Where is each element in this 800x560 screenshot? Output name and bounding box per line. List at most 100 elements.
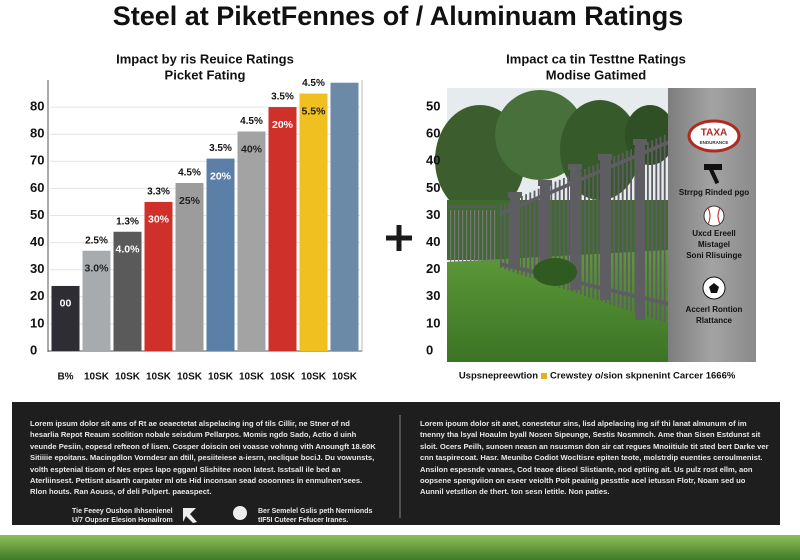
footer-panel bbox=[12, 402, 780, 525]
chart-subtitle: Picket Fating bbox=[165, 67, 246, 82]
x-tick-label: 10SK bbox=[177, 372, 203, 383]
x-tick-label: 10SK bbox=[115, 372, 141, 383]
bar bbox=[175, 182, 204, 351]
fence-picket bbox=[592, 165, 595, 299]
chart-subtitle: Impact by ris Reuice Ratings bbox=[116, 51, 294, 66]
bar-top-label: 4.5% bbox=[240, 116, 263, 127]
bar-inner-label: 30% bbox=[148, 214, 170, 226]
fence-picket bbox=[525, 194, 527, 277]
side-text: Rlattance bbox=[696, 316, 733, 325]
bar-inner-label: 5.5% bbox=[302, 105, 327, 117]
bar-inner-label: 25% bbox=[179, 195, 201, 207]
fence-picket bbox=[494, 210, 496, 262]
bar-top-label: 4.5% bbox=[178, 168, 201, 179]
grass bbox=[0, 535, 800, 560]
fence-picket bbox=[462, 210, 464, 262]
x-tick-label: 10SK bbox=[146, 372, 172, 383]
y-tick-label: 80 bbox=[30, 99, 44, 114]
bar bbox=[206, 158, 235, 351]
bar-inner-label: 20% bbox=[210, 170, 232, 182]
x-tick-label: 10SK bbox=[84, 372, 110, 383]
footer-item-line: Ber Semelel Gslis peth Nermionds bbox=[258, 508, 373, 515]
fence-cap bbox=[633, 139, 647, 145]
x-tick-label: 10SK bbox=[301, 372, 327, 383]
fence-picket bbox=[659, 136, 662, 322]
x-tick-label: 10SK bbox=[208, 372, 234, 383]
fence-picket bbox=[490, 210, 492, 262]
x-tick-label: B% bbox=[57, 372, 73, 383]
fence-picket bbox=[529, 192, 532, 278]
caption-swatch bbox=[541, 373, 547, 379]
hammer-icon bbox=[704, 164, 722, 185]
fence-picket bbox=[550, 183, 553, 285]
footer-item-line: Tie Feeey Oushon Ihhsenienel bbox=[72, 508, 173, 515]
fence-picket bbox=[609, 158, 611, 305]
x-tick-label: 10SK bbox=[332, 372, 358, 383]
bar-top-label: 4.5% bbox=[302, 78, 325, 89]
fence-picket bbox=[663, 134, 666, 323]
fence-picket bbox=[588, 167, 590, 298]
panel-axis-label: 0 bbox=[426, 342, 433, 357]
panel-axis-label: 50 bbox=[426, 180, 440, 195]
bar-inner-label: 3.0% bbox=[85, 263, 110, 275]
panel-title: Impact ca tin Testtne Ratings bbox=[506, 51, 686, 66]
panel-axis-label: 40 bbox=[426, 234, 440, 249]
bar-inner-label: 20% bbox=[272, 119, 294, 131]
fence-picket bbox=[450, 210, 452, 262]
fence-picket bbox=[621, 152, 624, 309]
panel-axis-label: 30 bbox=[426, 288, 440, 303]
fence-post bbox=[510, 198, 520, 268]
fence-picket bbox=[458, 210, 460, 262]
y-tick-label: 20 bbox=[30, 288, 44, 303]
fence-picket bbox=[567, 176, 569, 291]
fence-picket bbox=[584, 169, 586, 296]
panel-axis-label: 40 bbox=[426, 153, 440, 168]
fence-picket bbox=[508, 201, 511, 271]
footer-item: Tie Feeey Oushon Ihhsenienel U/7 Oupser E… bbox=[72, 507, 173, 525]
badge-text: TAXA bbox=[701, 128, 727, 139]
title: Steel at PiketFennes of / Aluminuam Rati… bbox=[113, 1, 684, 31]
bar bbox=[113, 231, 142, 351]
fence-picket bbox=[533, 190, 536, 280]
side-text: Uxcd Ereell bbox=[692, 229, 736, 238]
fence-picket bbox=[613, 156, 616, 306]
bar-top-label: 1.3% bbox=[116, 216, 139, 227]
x-tick-label: 10SK bbox=[239, 372, 265, 383]
bar-top-label: 3.5% bbox=[271, 92, 294, 103]
fence-picket bbox=[504, 203, 506, 270]
fence-picket bbox=[630, 149, 632, 312]
fence-picket bbox=[454, 210, 456, 262]
fence-picket bbox=[500, 205, 502, 268]
fence-picket bbox=[470, 210, 472, 262]
bar-inner-label: 00 bbox=[60, 298, 72, 310]
baseball-icon bbox=[703, 205, 725, 227]
side-text: Mistagel bbox=[698, 240, 730, 249]
fence-cap bbox=[568, 164, 582, 170]
x-tick-label: 10SK bbox=[270, 372, 296, 383]
fence-cap bbox=[598, 154, 612, 160]
fence-post bbox=[570, 170, 580, 290]
caption: Crewstey o/sion skpnenint Carcer 1666% bbox=[550, 371, 736, 382]
y-tick-label: 30 bbox=[30, 261, 44, 276]
fence-post bbox=[540, 186, 550, 276]
bar-top-label: 3.5% bbox=[209, 143, 232, 154]
fence-picket bbox=[626, 151, 628, 310]
panel-axis-label: 50 bbox=[426, 98, 440, 113]
fence-post bbox=[600, 160, 610, 300]
panel-title: Modise Gatimed bbox=[546, 67, 646, 82]
plus-sign bbox=[386, 225, 412, 251]
fence-picket bbox=[478, 210, 480, 262]
fence-picket bbox=[558, 179, 561, 288]
bar-top-label: 3.3% bbox=[147, 187, 170, 198]
y-tick-label: 40 bbox=[30, 234, 44, 249]
bar bbox=[299, 93, 328, 352]
side-text: Strrpg Rinded pgo bbox=[679, 188, 749, 197]
fence-picket bbox=[486, 210, 488, 262]
footer-text: Lorem ipoum dolor sit anet, conestetur s… bbox=[420, 419, 769, 497]
bar bbox=[51, 285, 80, 351]
y-tick-label: 60 bbox=[30, 180, 44, 195]
footer-item-line: U/7 Oupser Elesion Honailrom bbox=[72, 517, 173, 524]
bar-inner-label: 4.0% bbox=[116, 244, 141, 256]
tool-icon bbox=[183, 508, 197, 523]
